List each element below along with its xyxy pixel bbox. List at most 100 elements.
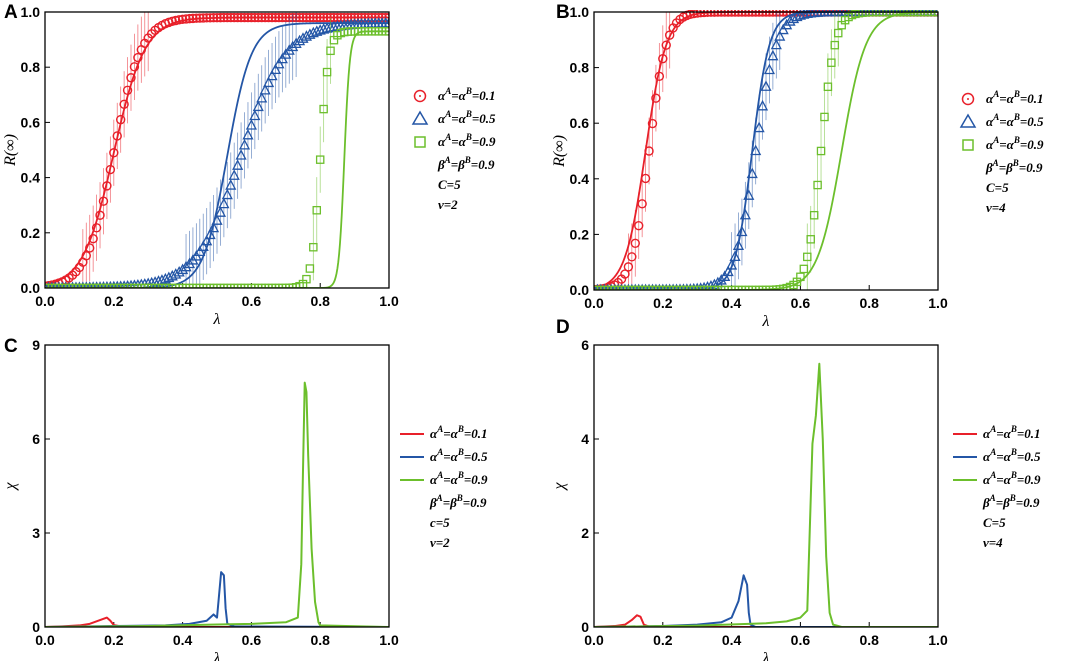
legend-text-part: c=5 [430, 515, 450, 530]
data-point-triangle [106, 280, 115, 288]
data-point-circle [651, 93, 661, 103]
data-point-triangle [96, 281, 104, 288]
data-point-square [319, 104, 328, 114]
data-point-circle [630, 238, 640, 249]
data-point-triangle [99, 281, 108, 288]
panel-label: C [4, 336, 18, 357]
data-point-circle [277, 12, 288, 23]
y-tick-label: 0.8 [570, 60, 590, 76]
data-point-circle [658, 53, 668, 64]
y-tick-label: 0.0 [21, 280, 41, 296]
data-point-triangle [225, 179, 237, 190]
legend-text-part: β [985, 160, 993, 175]
data-point-triangle [86, 281, 94, 288]
x-tick-label: 1.0 [379, 293, 399, 309]
legend-text-part: =0.1 [472, 88, 496, 103]
x-tick-label: 1.0 [379, 632, 399, 648]
data-point-circle [102, 181, 112, 191]
legend-text-part: =α [443, 449, 458, 464]
legend-text-part: A [989, 493, 996, 503]
legend-text-part: A [444, 109, 451, 119]
legend-marker-square [962, 139, 974, 151]
data-point-triangle [304, 28, 316, 39]
panel-d: D 0.0 0.2 0.4 0.6 0.8 1.0 0 2 4 6 λ χ [551, 317, 977, 661]
legend-text-part: B [1013, 112, 1020, 122]
legend-text-part: α [430, 472, 438, 487]
data-point-circle [201, 13, 212, 23]
legend-text-part: =0.9 [1016, 495, 1040, 510]
y-axis-label: R(∞) [551, 135, 568, 168]
data-point-circle [219, 12, 229, 23]
legend-marker-triangle [959, 113, 977, 128]
y-tick-label: 0.6 [570, 115, 590, 131]
data-point-circle [191, 13, 202, 23]
data-point-triangle [307, 26, 319, 38]
data-point-circle [685, 10, 696, 19]
legend-text-part: B [465, 86, 472, 96]
data-point-circle [181, 14, 191, 24]
panel-label: B [556, 2, 570, 23]
data-point-circle [298, 12, 308, 23]
legend-text-part: A [436, 447, 443, 457]
y-tick-label: 0 [581, 619, 589, 635]
data-point-triangle [242, 128, 254, 140]
param-entry: C=5 [983, 515, 1006, 530]
data-point-triangle [266, 69, 278, 81]
data-point-triangle [113, 280, 122, 288]
data-point-triangle [794, 10, 806, 20]
legend-marker-triangle [411, 110, 429, 125]
data-point-triangle [383, 17, 389, 28]
data-point-triangle [750, 144, 762, 156]
series-1 [594, 614, 938, 627]
x-tick-label: 0.4 [173, 632, 193, 648]
data-point-triangle [314, 24, 326, 35]
data-point-circle [105, 164, 116, 175]
data-point-circle [171, 15, 181, 26]
x-tick-label: 0.6 [791, 632, 811, 648]
data-point-triangle [763, 63, 776, 75]
data-point-circle [260, 12, 270, 23]
x-tick-label: 0.2 [653, 295, 673, 311]
x-tick-label: 0.6 [791, 295, 811, 311]
legend-entry: αA=αB=0.5 [983, 447, 1041, 464]
legend-text-part: α [986, 137, 994, 152]
series-2 [594, 574, 938, 627]
x-tick-label: 0.4 [722, 295, 742, 311]
data-point-triangle [798, 10, 810, 19]
data-point-triangle [82, 281, 90, 288]
series-3 [594, 10, 938, 290]
legend-text-part: α [438, 134, 446, 149]
data-point-circle [109, 148, 119, 158]
data-point-circle [384, 12, 389, 23]
data-point-circle [640, 173, 651, 184]
plot-frame [593, 11, 939, 291]
legend-entry: αA=αB=0.1 [430, 424, 488, 441]
legend-text-part: A [992, 89, 999, 99]
legend-text-part: B [456, 493, 463, 503]
legend-text-part: α [438, 111, 446, 126]
data-point-square [813, 180, 822, 190]
legend-text-part: A [989, 424, 996, 434]
data-point-circle [377, 12, 387, 23]
data-point-circle [315, 12, 325, 23]
legend-text-part: β [437, 157, 445, 172]
data-point-triangle [211, 214, 223, 225]
data-point-triangle [690, 282, 698, 290]
data-point-triangle [321, 22, 333, 33]
x-tick-label: 0.0 [35, 293, 55, 309]
plot-area [45, 381, 389, 627]
data-point-triangle [739, 208, 751, 220]
x-tick-label: 0.0 [35, 632, 55, 648]
data-point-circle [370, 12, 380, 23]
data-point-circle [647, 118, 658, 129]
series-line [45, 571, 389, 627]
data-point-square [796, 272, 805, 282]
data-point-square [816, 146, 826, 156]
legend-text-part: =α [443, 472, 458, 487]
data-point-triangle [311, 25, 323, 36]
data-point-circle [353, 12, 363, 23]
legend-text-part: C=5 [986, 180, 1009, 195]
legend-entry: αA=αB=0.9 [983, 470, 1041, 487]
legend-text-part: α [430, 426, 438, 441]
data-point-triangle [736, 225, 748, 237]
